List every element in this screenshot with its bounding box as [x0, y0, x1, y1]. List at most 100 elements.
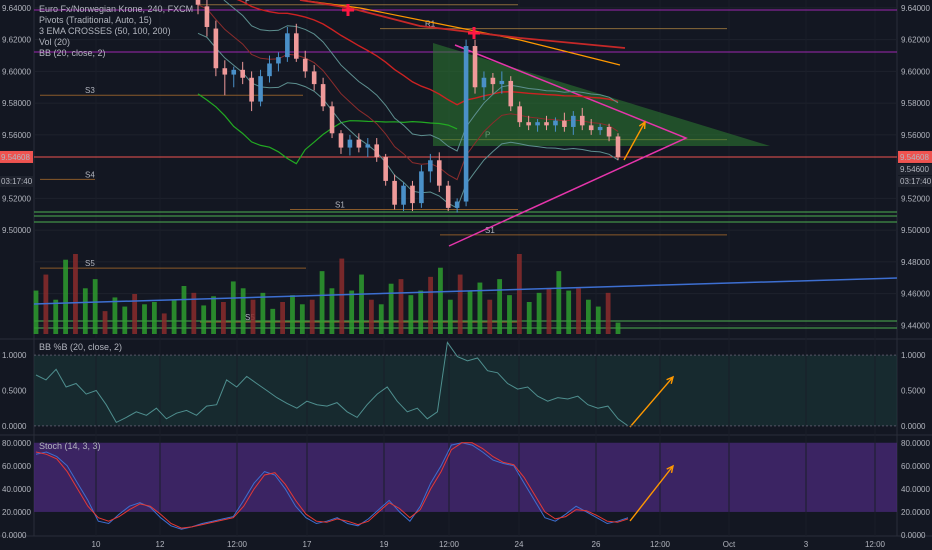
volume-bar — [250, 299, 256, 334]
volume-bar — [438, 267, 443, 334]
candles — [195, 0, 621, 213]
time-tick: 12:00 — [865, 540, 886, 549]
bbb-label: BB %B (20, close, 2) — [39, 342, 123, 352]
left-price-tick: 9.58000 — [2, 99, 31, 108]
candle-body — [302, 58, 308, 72]
left-price-tick: 9.64000 — [2, 4, 31, 13]
volume-bar — [299, 304, 305, 334]
volume-bar — [329, 288, 335, 334]
candle-body — [606, 126, 612, 137]
bbb-tick: 0.5000 — [901, 387, 926, 396]
candle-body — [472, 46, 478, 88]
volume-bar — [142, 304, 147, 334]
volume-bar — [260, 292, 266, 334]
candle-body — [213, 28, 219, 69]
bbb-tick: 0.0000 — [901, 422, 926, 431]
volume-bar — [418, 290, 424, 334]
volume-bar — [428, 276, 433, 334]
candle-body — [195, 0, 201, 5]
time-tick: 12:00 — [650, 540, 671, 549]
candle-body — [311, 71, 317, 85]
candle-body — [481, 77, 487, 88]
ema-slow-line — [299, 0, 621, 66]
last-price-tag — [898, 150, 932, 163]
legend-pivots: Pivots (Traditional, Auto, 15) — [39, 15, 152, 25]
left-price-tag-text: 9.54608 — [1, 153, 30, 162]
price-tick: 9.60000 — [901, 67, 930, 76]
candle-body — [383, 157, 388, 181]
volume-bar — [151, 302, 157, 334]
pivot-label: S5 — [85, 259, 95, 268]
arrow-annotation — [629, 376, 674, 428]
candle-body — [320, 84, 326, 107]
candle-body — [293, 33, 299, 59]
stoch-left-tick: 20.0000 — [2, 508, 31, 517]
candle-body — [249, 77, 254, 102]
volume-bar — [102, 311, 108, 334]
candle-body — [276, 57, 281, 64]
volume-bar — [378, 304, 384, 334]
countdown-tag — [898, 175, 932, 187]
stoch-label: Stoch (14, 3, 3) — [39, 441, 101, 451]
arrow-head — [666, 464, 674, 473]
indicator-lines — [34, 341, 897, 530]
volume-bar — [526, 302, 532, 334]
candle-body — [428, 160, 433, 172]
stoch-band — [34, 442, 897, 512]
price-tick: 9.64000 — [901, 4, 930, 13]
candle-body — [329, 106, 335, 134]
volume-bar — [132, 294, 138, 334]
candle-body — [419, 171, 424, 204]
candle-body — [356, 139, 362, 148]
volume-bar — [201, 305, 207, 334]
volume-bar — [211, 296, 216, 334]
time-tick: 12:00 — [227, 540, 248, 549]
candle-body — [392, 180, 397, 205]
volume-bar — [566, 290, 572, 334]
volume-bar — [290, 295, 295, 334]
bb-upper — [223, 0, 619, 152]
countdown-tag-text: 03:17:40 — [900, 177, 932, 186]
volume-bar — [556, 271, 562, 334]
pivot-label: P — [245, 0, 250, 5]
left-price-tick: 9.50000 — [2, 226, 31, 235]
candle-body — [267, 63, 272, 77]
pivot-label: S5 — [245, 313, 255, 322]
volume-bar — [191, 292, 197, 334]
bbb-left-tick: 0.0000 — [2, 422, 27, 431]
price-tags: 9.54608 9.54600 03:17:40 9.54608 03:17:40 — [0, 150, 932, 187]
pivot-label: S3 — [85, 86, 95, 95]
candle-body — [231, 69, 237, 75]
candle-body — [258, 76, 263, 102]
volume-bar — [447, 299, 453, 334]
stoch-left-tick: 60.0000 — [2, 462, 31, 471]
last-price-tag-text: 9.54608 — [900, 153, 929, 162]
bbb-line — [35, 341, 629, 427]
stoch-tick: 20.0000 — [901, 508, 930, 517]
volume-bar — [586, 299, 591, 334]
candle-body — [535, 122, 540, 126]
stoch-line — [35, 442, 629, 529]
candle-body — [588, 125, 594, 131]
candle-body — [526, 122, 531, 126]
legend-vol: Vol (20) — [39, 37, 71, 47]
pivot-label: S1 — [485, 226, 495, 235]
pivot-label: S4 — [85, 170, 95, 179]
time-tick: 17 — [303, 540, 312, 549]
candle-body — [204, 6, 210, 27]
volume-bar — [516, 254, 522, 334]
candle-body — [222, 68, 228, 75]
sub-price-tag — [898, 163, 932, 175]
volume-bar — [605, 292, 611, 334]
volume-bar — [615, 322, 621, 334]
candle-body — [490, 77, 496, 85]
volume-bar — [319, 271, 325, 334]
candle-body — [517, 106, 523, 123]
left-countdown-tag — [0, 175, 33, 187]
legend-bb: BB (20, close, 2) — [39, 48, 106, 58]
left-price-tick: 9.62000 — [2, 36, 31, 45]
bbb-left-tick: 1.0000 — [2, 351, 27, 360]
volume-bar — [181, 286, 187, 334]
candle-body — [499, 80, 505, 85]
